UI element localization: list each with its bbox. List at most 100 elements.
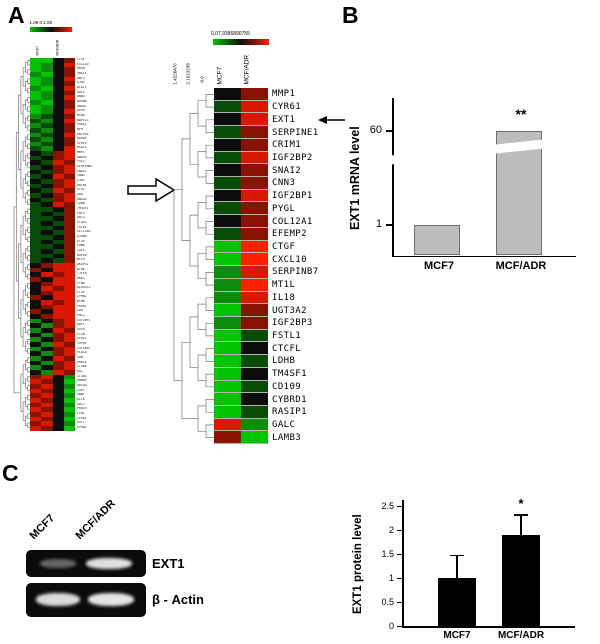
- heatmap-cell: [41, 295, 53, 301]
- heatmap-cell: [241, 316, 268, 329]
- b-tick-label-1: 1: [375, 218, 382, 230]
- b-tick-1: [386, 224, 393, 226]
- heatmap-row: [214, 431, 268, 445]
- heatmap-cell: [52, 207, 64, 212]
- heatmap-row: [30, 314, 75, 319]
- error-bar-cap: [514, 514, 528, 516]
- right-dendrogram: [173, 94, 214, 438]
- heatmap-row: [30, 197, 75, 203]
- heatmap-row: [30, 141, 75, 147]
- heatmap-cell: [63, 123, 75, 128]
- error-bar: [456, 556, 458, 578]
- heatmap-cell: [241, 113, 268, 126]
- heatmap-row: [30, 225, 75, 231]
- heatmap-cell: [63, 374, 75, 380]
- heatmap-row: [214, 113, 268, 127]
- heatmap-row: [30, 58, 75, 63]
- heatmap-cell: [30, 272, 42, 277]
- gene-label: ANT3: [77, 76, 85, 80]
- heatmap-cell: [52, 216, 64, 221]
- right-heatmap-gene-list: MMP1 CYR61 EXT1 SERPINE1 CRIM1 IGF2BP2 SNAI2 CN…: [272, 88, 347, 444]
- heatmap-row: [30, 151, 75, 156]
- heatmap-cell: [63, 253, 75, 259]
- heatmap-cell: [214, 304, 241, 316]
- western-blot-actin: [26, 583, 146, 617]
- heatmap-cell: [30, 188, 42, 194]
- heatmap-row: [214, 291, 268, 305]
- heatmap-cell: [30, 58, 42, 63]
- heatmap-cell: [41, 402, 53, 408]
- heatmap-cell: [241, 393, 268, 405]
- heatmap-cell: [241, 240, 268, 253]
- heatmap-cell: [30, 62, 42, 68]
- heatmap-row: [214, 355, 268, 368]
- b-y-axis: [392, 98, 394, 257]
- gene-label: CYBRD1: [272, 394, 307, 405]
- heatmap-row: [30, 127, 75, 133]
- gene-label: ENTPD4: [77, 132, 89, 136]
- c-y-axis: [402, 500, 404, 627]
- heatmap-cell: [41, 220, 53, 226]
- c-x-label-mcfadr: MCF/ADR: [497, 630, 545, 641]
- gene-label: SNG11: [77, 71, 87, 75]
- heatmap-cell: [41, 193, 53, 198]
- error-bar: [520, 515, 522, 535]
- gene-label: GDC2: [77, 402, 85, 406]
- heatmap-cell: [52, 160, 64, 166]
- gene-label: GNM1: [77, 393, 85, 397]
- heatmap-cell: [30, 304, 42, 310]
- heatmap-row: [30, 290, 75, 296]
- heatmap-cell: [30, 132, 42, 138]
- gene-label: CTGF: [272, 241, 296, 252]
- heatmap-row: [214, 240, 268, 254]
- gene-label: LDHB: [272, 356, 296, 367]
- heatmap-cell: [63, 314, 75, 319]
- heatmap-cell: [241, 431, 268, 444]
- heatmap-cell: [63, 369, 75, 375]
- heatmap-cell: [214, 151, 241, 164]
- heatmap-cell: [52, 397, 64, 403]
- heatmap-cell: [30, 318, 42, 324]
- heatmap-cell: [52, 365, 64, 370]
- blot-band: [88, 593, 134, 606]
- gene-label: CRIM1: [272, 140, 302, 151]
- heatmap-row: [30, 393, 75, 398]
- gene-label: CXCL10: [272, 254, 307, 265]
- heatmap-row: [214, 189, 268, 203]
- c-tick-label: 0.5: [381, 596, 394, 607]
- heatmap-row: [214, 253, 268, 267]
- heatmap-cell: [63, 67, 75, 72]
- heatmap-row: [214, 367, 268, 381]
- heatmap-cell: [41, 99, 53, 105]
- heatmap-row: [214, 227, 268, 241]
- heatmap-cell: [214, 253, 241, 266]
- heatmap-cell: [41, 58, 53, 63]
- heatmap-row: [30, 332, 75, 338]
- heatmap-cell: [30, 323, 42, 329]
- heatmap-row: [30, 258, 75, 263]
- heatmap-cell: [52, 262, 64, 268]
- heatmap-cell: [52, 318, 64, 324]
- blot-band: [40, 559, 76, 568]
- heatmap-cell: [63, 407, 75, 412]
- heatmap-cell: [63, 337, 75, 343]
- heatmap-row: [30, 295, 75, 301]
- heatmap-row: [30, 379, 75, 384]
- heatmap-cell: [41, 328, 53, 333]
- gene-label: ABP1: [77, 323, 85, 327]
- heatmap-cell: [52, 211, 64, 217]
- heatmap-cell: [214, 278, 241, 291]
- heatmap-cell: [63, 141, 75, 147]
- heatmap-cell: [41, 67, 53, 72]
- heatmap-cell: [41, 239, 53, 245]
- heatmap-row: [30, 272, 75, 277]
- heatmap-cell: [63, 425, 75, 431]
- heatmap-cell: [63, 220, 75, 226]
- heatmap-cell: [63, 365, 75, 370]
- heatmap-cell: [214, 291, 241, 304]
- heatmap-cell: [63, 318, 75, 324]
- gene-label: PRKCA: [77, 360, 87, 364]
- heatmap-cell: [41, 230, 53, 235]
- heatmap-cell: [52, 337, 64, 343]
- heatmap-cell: [30, 281, 42, 287]
